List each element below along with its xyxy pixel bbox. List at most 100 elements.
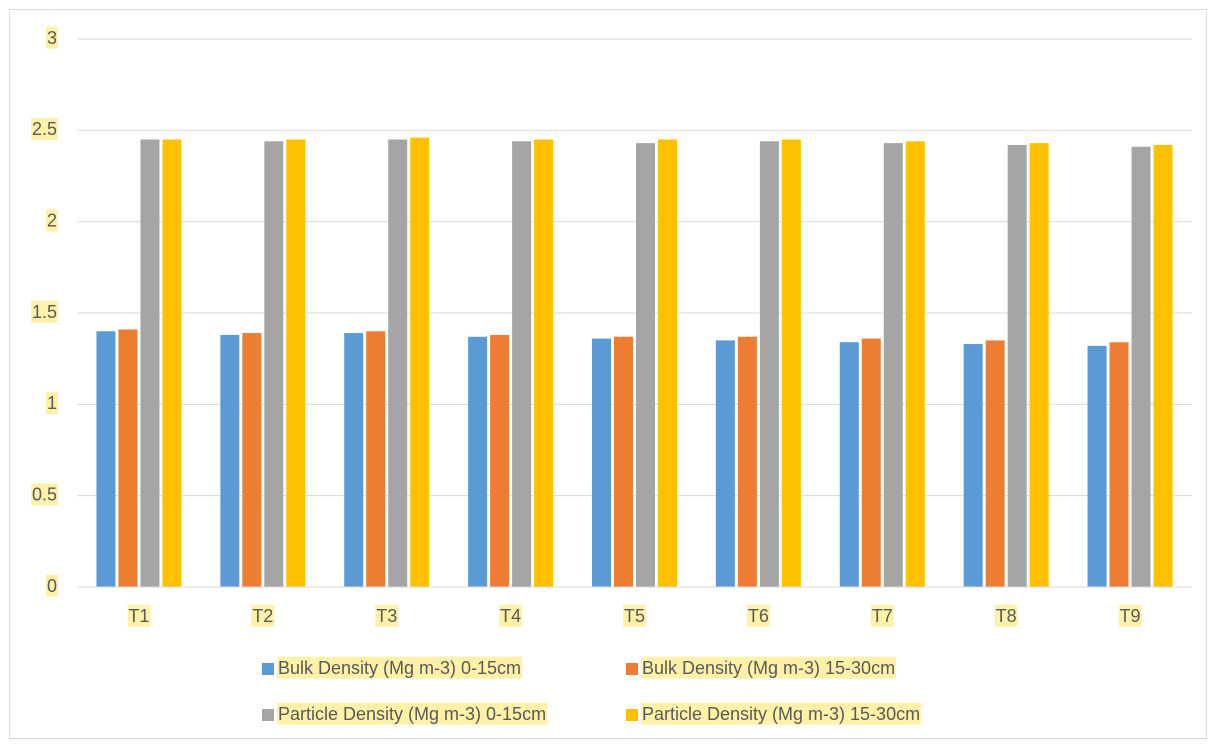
- bar-t2-series-1: [220, 334, 240, 587]
- bar-t8-series-1: [963, 344, 983, 587]
- legend-label: Bulk Density (Mg m-3) 0-15cm: [278, 658, 521, 678]
- x-axis-tick-labels: T1 T2 T3 T4 T5 T6 T7 T8 T9: [127, 604, 1142, 627]
- bar-t4-series-1: [468, 336, 488, 587]
- bar-t4-series-2: [490, 334, 510, 587]
- bar-t9-series-2: [1109, 342, 1129, 587]
- x-tick-label-group: T7: [870, 604, 894, 627]
- y-tick-label: 0: [47, 576, 57, 596]
- bar-t9-series-3: [1131, 146, 1151, 588]
- bar-t8-series-4: [1029, 143, 1049, 587]
- bar-t9-series-1: [1087, 345, 1107, 587]
- bar-t3-series-1: [344, 333, 364, 587]
- y-tick-label-group: 0.5: [30, 483, 58, 506]
- bar-t7-series-2: [861, 338, 881, 587]
- x-tick-label-group: T8: [994, 604, 1018, 627]
- legend-swatch: [262, 709, 274, 721]
- bar-t6-series-2: [737, 336, 757, 587]
- legend-item: Particle Density (Mg m-3) 0-15cm: [262, 702, 548, 725]
- legend-label-group: Particle Density (Mg m-3) 0-15cm: [277, 702, 548, 725]
- legend: Bulk Density (Mg m-3) 0-15cm Bulk Density…: [262, 656, 922, 725]
- x-tick-label-highlight: [375, 604, 399, 627]
- bar-t8-series-2: [985, 340, 1005, 587]
- legend-label-group: Particle Density (Mg m-3) 15-30cm: [641, 702, 922, 725]
- x-tick-label: T6: [748, 606, 769, 626]
- bar-t1-series-3: [140, 139, 160, 587]
- y-tick-label-highlight: [30, 300, 58, 323]
- x-tick-label: T2: [252, 606, 273, 626]
- x-tick-label: T4: [500, 606, 521, 626]
- x-tick-label: T9: [1120, 606, 1141, 626]
- x-tick-label: T8: [996, 606, 1017, 626]
- y-tick-label: 0.5: [32, 484, 57, 504]
- y-tick-label: 1: [47, 393, 57, 413]
- x-tick-label-group: T4: [499, 604, 523, 627]
- y-axis-tick-labels: 0 0.5 1 1.5 2 2.5 3: [30, 26, 58, 597]
- x-tick-label-group: T3: [375, 604, 399, 627]
- y-tick-label-highlight: [30, 483, 58, 506]
- x-tick-label: T3: [376, 606, 397, 626]
- bar-t3-series-4: [410, 137, 430, 587]
- legend-swatch: [262, 663, 274, 675]
- y-tick-label: 2.5: [32, 119, 57, 139]
- y-tick-label-group: 2.5: [30, 118, 58, 141]
- bar-t1-series-1: [96, 331, 116, 587]
- legend-label-group: Bulk Density (Mg m-3) 15-30cm: [641, 656, 897, 679]
- bar-t3-series-2: [366, 331, 386, 587]
- bar-t6-series-4: [781, 139, 801, 587]
- x-tick-label-highlight: [251, 604, 275, 627]
- x-tick-label-highlight: [746, 604, 770, 627]
- legend-label-group: Bulk Density (Mg m-3) 0-15cm: [277, 656, 523, 679]
- legend-item: Bulk Density (Mg m-3) 15-30cm: [626, 656, 897, 679]
- legend-item: Particle Density (Mg m-3) 15-30cm: [626, 702, 922, 725]
- bar-t7-series-1: [839, 342, 859, 587]
- bar-t1-series-2: [118, 329, 138, 587]
- bar-t4-series-3: [512, 141, 532, 587]
- x-tick-label-group: T9: [1118, 604, 1142, 627]
- y-tick-label: 1.5: [32, 302, 57, 322]
- x-tick-label-highlight: [994, 604, 1018, 627]
- legend-label-highlight: [641, 656, 897, 679]
- bar-t1-series-4: [162, 139, 182, 587]
- x-tick-label: T5: [624, 606, 645, 626]
- y-tick-label-highlight: [45, 209, 58, 232]
- legend-swatch: [626, 663, 638, 675]
- bar-t6-series-1: [715, 340, 735, 587]
- y-tick-label-group: 1.5: [30, 300, 58, 323]
- bar-t7-series-3: [883, 143, 903, 587]
- bar-t5-series-4: [658, 139, 677, 587]
- y-tick-label-highlight: [45, 574, 58, 597]
- bar-t4-series-4: [534, 139, 554, 587]
- y-tick-label-highlight: [45, 26, 58, 49]
- bar-t2-series-4: [286, 139, 306, 587]
- x-tick-label: T1: [128, 606, 149, 626]
- x-tick-label-highlight: [622, 604, 647, 627]
- legend-swatch: [626, 709, 638, 721]
- legend-label-highlight: [277, 656, 523, 679]
- bar-t6-series-3: [759, 141, 779, 587]
- bar-t5-series-1: [592, 338, 611, 587]
- y-tick-label: 3: [47, 28, 57, 48]
- bar-t3-series-3: [388, 139, 408, 587]
- legend-label: Bulk Density (Mg m-3) 15-30cm: [642, 658, 895, 678]
- bar-t5-series-2: [614, 336, 633, 587]
- x-tick-label-group: T5: [622, 604, 647, 627]
- legend-label: Particle Density (Mg m-3) 15-30cm: [642, 704, 920, 724]
- x-tick-label-group: T2: [251, 604, 275, 627]
- y-tick-label-group: 2: [45, 209, 58, 232]
- y-tick-label-group: 1: [45, 392, 58, 415]
- bars: [96, 137, 1173, 588]
- bar-t2-series-2: [242, 333, 262, 587]
- bar-t7-series-4: [905, 141, 925, 587]
- x-tick-label-highlight: [499, 604, 523, 627]
- x-tick-label-highlight: [1118, 604, 1142, 627]
- x-tick-label-highlight: [127, 604, 151, 627]
- y-tick-label-group: 3: [45, 26, 58, 49]
- legend-label: Particle Density (Mg m-3) 0-15cm: [278, 704, 546, 724]
- x-tick-label-group: T6: [746, 604, 770, 627]
- y-tick-label: 2: [47, 210, 57, 230]
- x-tick-label-highlight: [870, 604, 894, 627]
- x-tick-label-group: T1: [127, 604, 151, 627]
- gridlines: [77, 38, 1192, 497]
- x-tick-label: T7: [872, 606, 893, 626]
